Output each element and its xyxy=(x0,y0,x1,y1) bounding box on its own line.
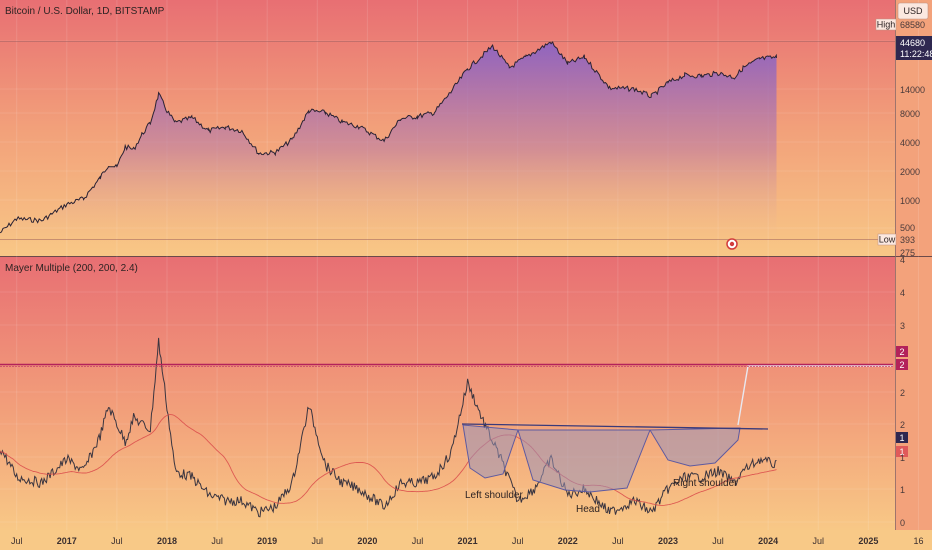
last-price-badge xyxy=(896,36,932,60)
badge-mayer-top-value: 2 xyxy=(899,347,904,357)
x-tick-label: Jul xyxy=(412,536,424,546)
high-tag-label: High xyxy=(877,20,896,30)
x-tick-label: 2022 xyxy=(558,536,578,546)
price-pane xyxy=(0,40,777,239)
badge-mayer-value xyxy=(896,432,908,443)
y-tick-top-0: 14000 xyxy=(900,85,925,95)
mayer-sma-line[interactable] xyxy=(0,414,777,506)
x-tick-label: 2024 xyxy=(758,536,778,546)
neckline[interactable] xyxy=(461,423,769,430)
event-marker[interactable] xyxy=(726,238,738,250)
indicator-title[interactable]: Mayer Multiple (200, 200, 2.4) xyxy=(5,263,138,274)
y-tick-top-2: 4000 xyxy=(900,138,920,148)
currency-badge[interactable] xyxy=(897,2,929,20)
x-tick-label: 16 xyxy=(913,536,923,546)
y-tick-top-5: 500 xyxy=(900,223,915,233)
currency-label[interactable]: USD xyxy=(903,6,923,16)
y-tick-bottom-5: 1 xyxy=(900,453,905,463)
high-tag xyxy=(875,18,897,31)
y-tick-top-1: 8000 xyxy=(900,109,920,119)
x-tick-label: 2021 xyxy=(458,536,478,546)
x-tick-label: Jul xyxy=(211,536,223,546)
x-tick-label: 2023 xyxy=(658,536,678,546)
bottom-price-scale[interactable]: 4 4 3 2 2 2 2 1 1 1 1 0 xyxy=(896,255,908,528)
y-tick-bottom-3: 2 xyxy=(900,388,905,398)
right-shoulder-label: Right shoulder xyxy=(673,478,738,489)
y-tick-top-4: 1000 xyxy=(900,196,920,206)
y-tick-bottom-0: 4 xyxy=(900,255,905,265)
badge-sma-value-text: 1 xyxy=(899,447,904,457)
left-shoulder-label: Left shoulder xyxy=(465,490,523,501)
price-line[interactable] xyxy=(0,40,777,234)
x-tick-label: 2017 xyxy=(57,536,77,546)
head-and-shoulders-pattern xyxy=(461,365,893,493)
y-tick-bottom-7: 0 xyxy=(900,518,905,528)
badge-mayer-value-text: 1 xyxy=(899,433,904,443)
time-axis[interactable]: Jul 2017 Jul 2018 Jul 2019 Jul 2020 Jul 2021 Jul 20… xyxy=(11,536,924,546)
low-tag-label: Low xyxy=(879,235,896,245)
x-tick-label: Jul xyxy=(612,536,624,546)
x-tick-label: Jul xyxy=(812,536,824,546)
y-tick-top-6: 275 xyxy=(900,248,915,258)
badge-threshold xyxy=(896,359,908,370)
last-price-value: 44680 xyxy=(900,38,925,48)
time-axis-background xyxy=(0,530,932,550)
x-tick-label: Jul xyxy=(11,536,23,546)
mayer-pane xyxy=(0,337,777,518)
x-tick-label: Jul xyxy=(712,536,724,546)
top-price-scale[interactable]: USD High 68580 44680 11:22:48 14000 8000… xyxy=(875,2,932,258)
y-tick-bottom-1: 4 xyxy=(900,288,905,298)
y-tick-bottom-2: 3 xyxy=(900,321,905,331)
badge-sma-value xyxy=(896,446,908,457)
y-tick-bottom-6: 1 xyxy=(900,485,905,495)
high-value: 68580 xyxy=(900,20,925,30)
x-tick-label: 2025 xyxy=(858,536,878,546)
x-tick-label: 2019 xyxy=(257,536,277,546)
left-shoulder-shape xyxy=(462,424,519,479)
x-tick-label: 2020 xyxy=(357,536,377,546)
x-tick-label: Jul xyxy=(512,536,524,546)
y-tick-bottom-4: 2 xyxy=(900,420,905,430)
price-area xyxy=(0,41,777,239)
low-tag xyxy=(877,233,897,246)
x-tick-label: Jul xyxy=(312,536,324,546)
x-tick-label: Jul xyxy=(111,536,123,546)
low-value: 393 xyxy=(900,235,915,245)
badge-mayer-top xyxy=(896,346,908,357)
x-tick-label: 2018 xyxy=(157,536,177,546)
head-label: Head xyxy=(576,504,600,515)
y-tick-top-3: 2000 xyxy=(900,167,920,177)
countdown-value: 11:22:48 xyxy=(900,49,932,59)
projection-line[interactable] xyxy=(737,365,893,426)
symbol-title[interactable]: Bitcoin / U.S. Dollar, 1D, BITSTAMP xyxy=(5,6,165,17)
mayer-line[interactable] xyxy=(0,337,777,518)
badge-threshold-value: 2 xyxy=(899,360,904,370)
